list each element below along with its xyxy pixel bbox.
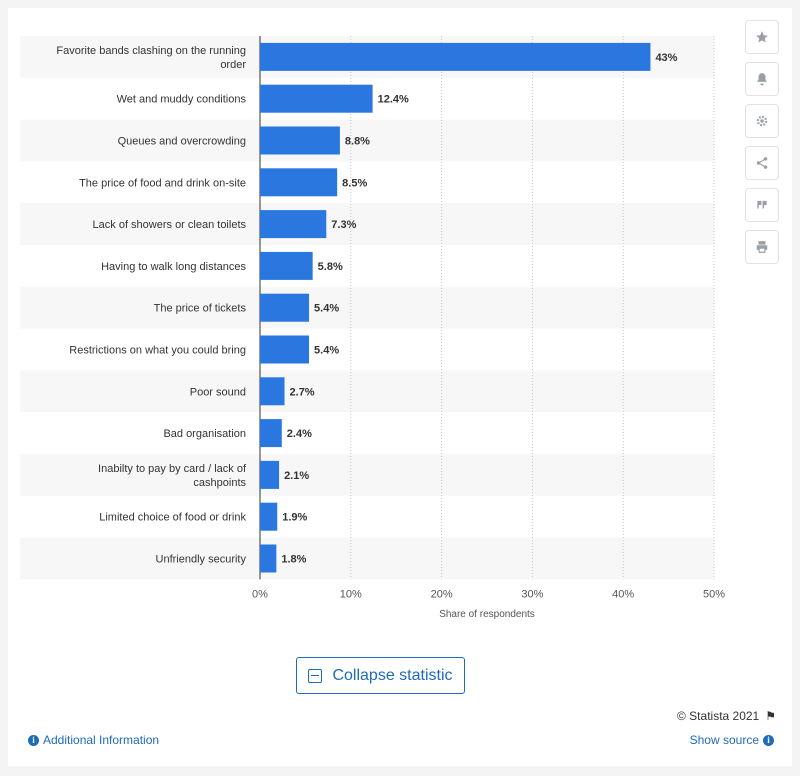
value-labels: 43% 12.4% 8.8% 8.5% 7.3% 5.8% 5.4% 5.4% 2.7% 2.4%… bbox=[281, 52, 677, 566]
x-tick-label: 10% bbox=[340, 588, 362, 600]
show-source-link[interactable]: Show source i bbox=[690, 733, 774, 747]
print-button[interactable] bbox=[745, 230, 779, 264]
category-label: Limited choice of food or drink bbox=[99, 512, 246, 524]
bar-value-label: 8.8% bbox=[345, 136, 370, 148]
category-label: The price of tickets bbox=[154, 303, 247, 315]
category-label: Poor sound bbox=[190, 386, 246, 398]
category-label: Lack of showers or clean toilets bbox=[93, 219, 247, 231]
bar-value-label: 1.9% bbox=[282, 512, 307, 524]
bars bbox=[260, 42, 651, 573]
category-label: Unfriendly security bbox=[156, 554, 247, 566]
alert-button[interactable] bbox=[745, 62, 779, 96]
category-label: Inabilty to pay by card / lack of cashpoi… bbox=[98, 463, 247, 489]
bar-value-label: 5.4% bbox=[314, 345, 339, 357]
bar-chart: Favorite bands clashing on the running or… bbox=[20, 36, 726, 620]
bar-value-label: 7.3% bbox=[331, 219, 356, 231]
bar[interactable] bbox=[260, 42, 651, 71]
gear-icon bbox=[756, 115, 768, 127]
show-source-label: Show source bbox=[689, 733, 759, 747]
bar-value-label: 1.8% bbox=[281, 554, 306, 566]
x-tick-label: 0% bbox=[252, 588, 268, 600]
bar[interactable] bbox=[260, 210, 327, 239]
flag-icon[interactable]: ⚑ bbox=[765, 709, 776, 723]
share-button[interactable] bbox=[745, 146, 779, 180]
minus-square-icon bbox=[308, 668, 323, 683]
row-band bbox=[20, 119, 714, 162]
print-icon bbox=[756, 241, 768, 253]
row-band bbox=[20, 537, 714, 580]
side-toolbar bbox=[745, 20, 781, 272]
category-labels: Favorite bands clashing on the running or… bbox=[56, 45, 247, 566]
additional-information-link[interactable]: i Additional Information bbox=[28, 733, 159, 747]
bar[interactable] bbox=[260, 377, 285, 406]
category-label: Restrictions on what you could bring bbox=[69, 345, 246, 357]
collapse-label: Collapse statistic bbox=[332, 666, 453, 684]
x-axis-ticks: 0% 10% 20% 30% 40% 50% bbox=[252, 588, 725, 600]
x-axis-title: Share of respondents bbox=[439, 609, 535, 620]
row-band bbox=[20, 286, 714, 329]
category-label: Bad organisation bbox=[163, 428, 246, 440]
collapse-statistic-button[interactable]: Collapse statistic bbox=[296, 657, 465, 694]
bar-value-label: 2.7% bbox=[290, 386, 315, 398]
bar-value-label: 2.1% bbox=[284, 470, 309, 482]
category-label: The price of food and drink on-site bbox=[79, 177, 246, 189]
settings-button[interactable] bbox=[745, 104, 779, 138]
bar[interactable] bbox=[260, 460, 280, 489]
bar[interactable] bbox=[260, 168, 338, 197]
x-tick-label: 20% bbox=[431, 588, 453, 600]
bar[interactable] bbox=[260, 84, 373, 113]
bar-value-label: 12.4% bbox=[378, 94, 409, 106]
copyright: © Statista 2021 ⚑ bbox=[677, 709, 776, 723]
bar-value-label: 43% bbox=[655, 52, 677, 64]
quote-icon bbox=[757, 200, 767, 209]
x-tick-label: 30% bbox=[521, 588, 543, 600]
bar[interactable] bbox=[260, 293, 310, 322]
category-label: Having to walk long distances bbox=[101, 261, 246, 273]
category-label: Wet and muddy conditions bbox=[117, 94, 247, 106]
info-icon: i bbox=[28, 734, 39, 746]
bar-value-label: 5.4% bbox=[314, 303, 339, 315]
bar[interactable] bbox=[260, 502, 278, 531]
bar[interactable] bbox=[260, 544, 277, 573]
row-band bbox=[20, 370, 714, 413]
bar[interactable] bbox=[260, 251, 313, 280]
row-band bbox=[20, 454, 714, 496]
bar[interactable] bbox=[260, 335, 310, 364]
star-icon bbox=[756, 31, 768, 43]
bar-value-label: 2.4% bbox=[287, 428, 312, 440]
bar[interactable] bbox=[260, 126, 340, 155]
bar-value-label: 8.5% bbox=[342, 177, 367, 189]
bell-icon bbox=[757, 73, 767, 86]
bar[interactable] bbox=[260, 419, 282, 448]
additional-information-label: Additional Information bbox=[43, 733, 160, 747]
share-icon bbox=[756, 157, 768, 169]
category-label: Queues and overcrowding bbox=[118, 136, 246, 148]
x-tick-label: 40% bbox=[612, 588, 634, 600]
row-band bbox=[20, 203, 714, 245]
favorite-button[interactable] bbox=[745, 20, 779, 54]
x-tick-label: 50% bbox=[703, 588, 725, 600]
copyright-text: © Statista 2021 bbox=[677, 709, 760, 723]
row-bands bbox=[20, 36, 714, 580]
bar-value-label: 5.8% bbox=[318, 261, 343, 273]
category-label: Favorite bands clashing on the running or… bbox=[56, 45, 246, 71]
info-icon: i bbox=[763, 734, 774, 746]
cite-button[interactable] bbox=[745, 188, 779, 222]
